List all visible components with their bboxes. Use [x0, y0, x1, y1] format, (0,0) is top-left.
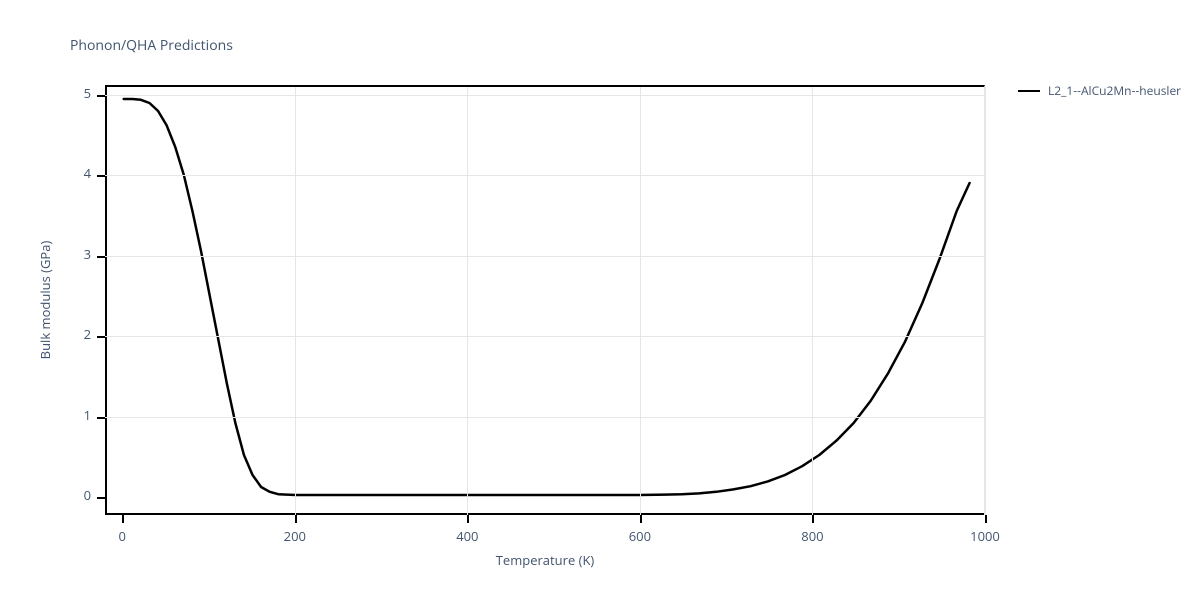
x-axis-label: Temperature (K)	[496, 551, 595, 569]
gridline-vertical	[295, 87, 296, 515]
x-tick-label: 400	[456, 527, 478, 545]
chart-title: Phonon/QHA Predictions	[70, 36, 233, 55]
x-tick	[812, 515, 814, 523]
gridline-horizontal	[105, 95, 984, 96]
x-tick-label: 1000	[970, 527, 1000, 545]
x-tick	[985, 515, 987, 523]
legend: L2_1--AlCu2Mn--heusler	[1018, 82, 1181, 99]
y-tick	[97, 497, 105, 499]
y-tick-label: 1	[84, 406, 91, 424]
gridline-horizontal	[105, 336, 984, 337]
gridline-vertical	[812, 87, 813, 515]
x-tick-label: 800	[801, 527, 823, 545]
y-tick-label: 0	[84, 486, 91, 504]
gridline-horizontal	[105, 175, 984, 176]
x-tick-label: 600	[629, 527, 651, 545]
plot-area	[105, 85, 985, 515]
y-tick-label: 5	[84, 84, 91, 102]
legend-swatch	[1018, 90, 1040, 92]
x-tick	[122, 515, 124, 523]
legend-label: L2_1--AlCu2Mn--heusler	[1048, 82, 1181, 99]
gridline-vertical	[640, 87, 641, 515]
y-tick	[97, 256, 105, 258]
y-tick	[97, 95, 105, 97]
gridline-horizontal	[105, 256, 984, 257]
x-tick	[467, 515, 469, 523]
y-tick-label: 3	[84, 245, 91, 263]
gridline-vertical	[985, 87, 986, 515]
x-tick-label: 200	[284, 527, 306, 545]
y-tick-label: 4	[84, 164, 91, 182]
gridline-vertical	[467, 87, 468, 515]
y-tick	[97, 175, 105, 177]
x-tick	[295, 515, 297, 523]
x-tick	[640, 515, 642, 523]
x-tick-label: 0	[119, 527, 126, 545]
series-line	[124, 99, 970, 495]
y-axis-label: Bulk modulus (GPa)	[36, 241, 54, 360]
y-tick-label: 2	[84, 325, 91, 343]
series-layer	[105, 87, 984, 515]
y-tick	[97, 336, 105, 338]
gridline-horizontal	[105, 417, 984, 418]
y-tick	[97, 417, 105, 419]
